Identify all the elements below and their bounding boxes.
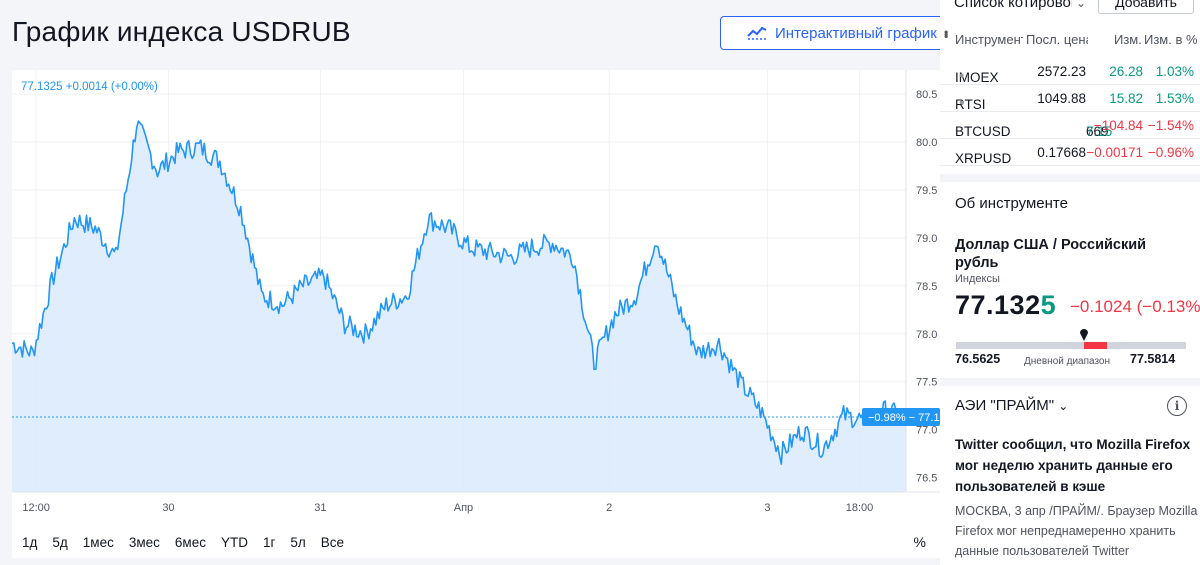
range-all-button[interactable]: Все: [320, 534, 345, 550]
interactive-chart-button[interactable]: Интерактивный график: [720, 16, 950, 50]
y-tick-label: 78.0: [916, 329, 937, 341]
range-ytd-button[interactable]: YTD: [220, 534, 248, 550]
x-tick-label: 30: [162, 502, 174, 514]
row-last-tail: 7.15: [1086, 124, 1113, 139]
divider: [940, 378, 1200, 386]
page-title: График индекса USDRUB: [12, 16, 351, 47]
row-chg: 26.28: [1109, 64, 1143, 79]
divider: [940, 174, 1200, 182]
chart-legend: 77.1325 +0.0014 (+0.00%): [21, 81, 158, 93]
chevron-down-icon[interactable]: ⌄: [1076, 0, 1087, 10]
y-tick-label: 77.5: [916, 377, 937, 389]
watchlist-row-btcusd[interactable]: BTCUSD 669 7.15 −104.84 −1.54%: [940, 112, 1200, 139]
current-price: 77.1325: [955, 290, 1056, 321]
news-body: МОСКВА, 3 апр /ПРАЙМ/. Браузер Mozilla F…: [955, 504, 1198, 558]
range-1d-button[interactable]: 1д: [22, 534, 38, 550]
price-line: [12, 120, 907, 465]
row-last-main: 669: [1086, 124, 1109, 139]
x-tick-label: 12:00: [22, 502, 50, 514]
percent-scale-toggle[interactable]: %: [913, 534, 926, 550]
status-dot-icon: ●: [959, 97, 965, 107]
col-instrument[interactable]: Инструмент: [955, 32, 1023, 47]
watchlist-columns: Инструмент Посл. цена Изм. Изм. в %: [940, 30, 1200, 50]
news-headline[interactable]: Twitter сообщил, что Mozilla Firefox мог…: [955, 437, 1191, 494]
y-tick-label: 79.5: [916, 185, 937, 197]
last-price-tag: −0.98% − 77.1: [862, 407, 940, 426]
y-tick-label: 76.5: [916, 473, 937, 485]
row-last: 2572.23: [1037, 64, 1086, 79]
range-5d-button[interactable]: 5д: [52, 534, 68, 550]
price-chart[interactable]: 80.5 80.0 79.5 79.0 78.5 78.0 77.5 77.0 76.5 12:…: [12, 70, 940, 528]
row-chgp: −0.96%: [1147, 145, 1194, 160]
row-last: 1049.88: [1037, 91, 1086, 106]
x-tick-label: 18:00: [846, 502, 874, 514]
watchlist-rows: IMOEX ● 2572.23 26.28 1.03% RTSI ● 1049.88…: [940, 58, 1200, 166]
x-tick-label: Апр: [454, 502, 473, 514]
drag-handle-icon[interactable]: •••: [940, 30, 953, 37]
row-chg: −0.00171: [1086, 145, 1143, 160]
day-range-marker-icon: [1079, 329, 1088, 341]
info-icon[interactable]: i: [1167, 396, 1187, 416]
chart-line-icon: [747, 26, 767, 40]
day-range-track: [956, 342, 1186, 349]
watchlist-row-xrpusd[interactable]: XRPUSD 0.17668 −0.00171 −0.96%: [940, 139, 1200, 166]
x-tick-label: 3: [764, 502, 770, 514]
sidebar: Список котировок ⌄ Добавить ••• Инструме…: [940, 0, 1200, 565]
day-low: 76.5625: [955, 352, 1001, 366]
watchlist-row-rtsi[interactable]: RTSI ● 1049.88 15.82 1.53%: [940, 85, 1200, 112]
row-chg: −104.84: [1093, 118, 1143, 133]
col-last[interactable]: Посл. цена: [1026, 32, 1088, 47]
add-symbol-button[interactable]: Добавить: [1098, 0, 1194, 14]
row-symbol: RTSI: [955, 97, 986, 112]
price-change: −0.1024 (−0.13%): [1070, 297, 1200, 316]
about-title: Об инструменте: [955, 195, 1068, 212]
last-price-tag-text: −0.98% − 77.1: [868, 412, 940, 424]
x-tick-label: 31: [314, 502, 326, 514]
range-3m-button[interactable]: 3мес: [128, 534, 160, 550]
news-source-selector[interactable]: АЭИ "ПРАЙМ" ⌄: [955, 397, 1068, 414]
row-last: 0.17668: [1037, 145, 1086, 160]
col-chg[interactable]: Изм.: [1114, 32, 1142, 47]
row-chgp: −1.54%: [1147, 118, 1194, 133]
interactive-chart-label: Интерактивный график: [775, 24, 937, 42]
price-area: [12, 121, 906, 492]
range-1m-button[interactable]: 1мес: [82, 534, 114, 550]
row-symbol: BTCUSD: [955, 124, 1011, 139]
day-range-label: Дневной диапазон: [1024, 356, 1111, 367]
last-price-tag-bg: [862, 407, 940, 426]
row-chgp: 1.53%: [1155, 91, 1194, 106]
range-bar: 1д 5д 1мес 3мес 6мес YTD 1г 5л Все %: [12, 528, 940, 556]
price-tail: 5: [1040, 290, 1057, 320]
news-source: АЭИ "ПРАЙМ": [955, 397, 1055, 414]
chevron-down-icon: ⌄: [1058, 399, 1069, 413]
range-1y-button[interactable]: 1г: [262, 534, 276, 550]
y-tick-label: 80.0: [916, 137, 937, 149]
row-symbol: XRPUSD: [955, 151, 1012, 166]
instrument-type: Индексы: [955, 273, 1000, 285]
row-chg: 15.82: [1109, 91, 1143, 106]
y-tick-label: 79.0: [916, 233, 937, 245]
y-tick-label: 80.5: [916, 89, 937, 101]
range-5y-button[interactable]: 5л: [290, 534, 306, 550]
watchlist-title[interactable]: Список котировок: [954, 0, 1072, 11]
y-tick-label: 78.5: [916, 281, 937, 293]
x-tick-label: 2: [606, 502, 612, 514]
chart-card[interactable]: 80.5 80.0 79.5 79.0 78.5 78.0 77.5 77.0 76.5 12:…: [12, 70, 940, 558]
instrument-name: Доллар США / Российский рубль: [955, 237, 1147, 271]
row-symbol: IMOEX: [955, 70, 999, 85]
watchlist-header: Список котировок ⌄ Добавить: [940, 0, 1200, 16]
watchlist-row-imoex[interactable]: IMOEX ● 2572.23 26.28 1.03%: [940, 58, 1200, 85]
day-range-fill: [1083, 342, 1107, 349]
y-tick-label: 77.0: [916, 425, 937, 437]
status-dot-icon: ●: [959, 70, 965, 80]
col-chgp[interactable]: Изм. в %: [1144, 32, 1198, 47]
day-high: 77.5814: [1130, 352, 1176, 366]
range-6m-button[interactable]: 6мес: [174, 534, 206, 550]
row-chgp: 1.03%: [1155, 64, 1194, 79]
price-main: 77.132: [955, 290, 1041, 320]
